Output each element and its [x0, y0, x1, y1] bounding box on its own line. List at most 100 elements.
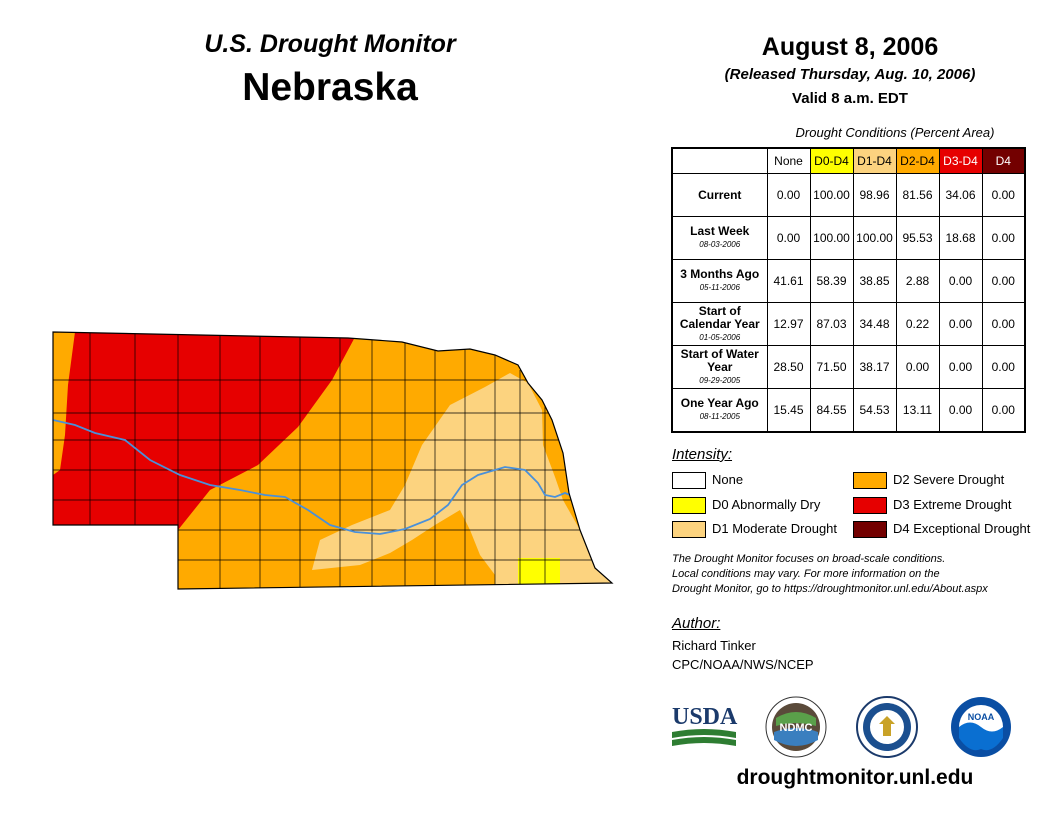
- note-line: Local conditions may vary. For more info…: [672, 568, 940, 580]
- table-cell: 0.00: [938, 259, 983, 303]
- row-date: 01-05-2006: [699, 332, 741, 342]
- table-row: One Year Ago 08-11-2005 15.45 84.55 54.53 13.…: [671, 388, 1026, 433]
- table-cell: 2.88: [895, 259, 940, 303]
- table-cell: 41.61: [766, 259, 811, 303]
- usda-logo-text: USDA: [672, 704, 738, 730]
- table-cell: 87.03: [809, 302, 854, 346]
- table-cell: 38.85: [852, 259, 897, 303]
- table-cell: 71.50: [809, 345, 854, 389]
- row-label: Current: [671, 173, 768, 217]
- row-date: 08-03-2006: [699, 240, 741, 249]
- row-label-text: Last Week: [690, 224, 750, 238]
- table-cell: 0.00: [938, 345, 983, 389]
- table-row: 3 Months Ago 05-11-2006 41.61 58.39 38.85 2.8…: [671, 259, 1026, 303]
- legend-label-d2: D2 Severe Drought: [893, 472, 1005, 487]
- table-row: Last Week 08-03-2006 0.00 100.00 100.00 95.53…: [671, 216, 1026, 260]
- d2-region-west: [53, 332, 75, 475]
- row-label: Last Week 08-03-2006: [671, 216, 768, 260]
- col-header: D3-D4: [938, 147, 983, 174]
- table-cell: 0.00: [981, 259, 1026, 303]
- table-header-row: None D0-D4 D1-D4 D2-D4 D3-D4 D4: [672, 147, 1026, 174]
- table-cell: 100.00: [852, 216, 897, 260]
- table-cell: 100.00: [809, 173, 854, 217]
- table-cell: 15.45: [766, 388, 811, 433]
- commerce-seal-logo: [856, 696, 918, 758]
- legend-swatch-d0: [672, 497, 706, 514]
- state-outline: [52, 331, 614, 590]
- col-header: D1-D4: [852, 147, 897, 174]
- legend-swatch-d4: [853, 521, 887, 538]
- noaa-logo: NOAA: [951, 697, 1011, 757]
- author-organization: CPC/NOAA/NWS/NCEP: [672, 657, 814, 672]
- ndmc-logo: NDMC: [765, 696, 827, 758]
- map-subtitle: U.S. Drought Monitor: [204, 30, 456, 58]
- col-header: None: [766, 147, 811, 174]
- table-cell: 81.56: [895, 173, 940, 217]
- table-cell: 28.50: [766, 345, 811, 389]
- release-date: (Released Thursday, Aug. 10, 2006): [724, 66, 976, 83]
- table-cell: 0.00: [981, 216, 1026, 260]
- legend-label-d4: D4 Exceptional Drought: [893, 521, 1031, 536]
- row-label-text: Start of Water Year: [680, 346, 759, 374]
- legend-swatch-d3: [853, 497, 887, 514]
- table-cell: 0.00: [981, 302, 1026, 346]
- col-header: D4: [981, 147, 1026, 174]
- table-row: Start of Water Year 09-29-2005 28.50 71.50 3…: [671, 345, 1026, 389]
- drought-map: [52, 331, 614, 590]
- legend-swatch-none: [672, 472, 706, 489]
- note-line: The Drought Monitor focuses on broad-sca…: [672, 553, 946, 565]
- row-date: 05-11-2006: [699, 283, 740, 292]
- usda-logo: USDA: [672, 704, 738, 746]
- website-url[interactable]: droughtmonitor.unl.edu: [736, 766, 974, 789]
- table-cell: 98.96: [852, 173, 897, 217]
- row-date: 08-11-2005: [699, 412, 740, 421]
- table-cell: 38.17: [852, 345, 897, 389]
- legend-label-d1: D1 Moderate Drought: [712, 521, 838, 536]
- table-cell: 0.00: [981, 173, 1026, 217]
- table-cell: 0.00: [766, 216, 811, 260]
- platte-river: [53, 419, 576, 535]
- state-title: Nebraska: [242, 66, 418, 109]
- table-caption: Drought Conditions (Percent Area): [795, 125, 995, 140]
- table-cell: 0.00: [766, 173, 811, 217]
- legend-label-d0: D0 Abnormally Dry: [712, 497, 821, 512]
- table-cell: 0.00: [895, 345, 940, 389]
- d0-region: [518, 558, 560, 584]
- d3-region: [53, 332, 355, 530]
- legend-swatch-d2: [853, 472, 887, 489]
- table-cell: 34.48: [852, 302, 897, 346]
- row-label: Start of Calendar Year 01-05-2006: [671, 302, 768, 346]
- table-cell: 34.06: [938, 173, 983, 217]
- row-label-text: Start of Calendar Year: [679, 303, 760, 331]
- map-date: August 8, 2006: [761, 33, 939, 61]
- table-row: Start of Calendar Year 01-05-2006 12.97 87.…: [671, 302, 1026, 346]
- legend-swatch-d1: [672, 521, 706, 538]
- table-cell: 0.00: [981, 388, 1026, 433]
- table-cell: 58.39: [809, 259, 854, 303]
- drought-conditions-table: None D0-D4 D1-D4 D2-D4 D3-D4 D4 Current 0…: [671, 147, 1026, 433]
- row-label: Start of Water Year 09-29-2005: [671, 345, 768, 389]
- author-name: Richard Tinker: [672, 638, 756, 653]
- row-label: One Year Ago 08-11-2005: [671, 388, 768, 433]
- author-heading: Author:: [672, 615, 721, 632]
- noaa-logo-text: NOAA: [968, 712, 995, 722]
- valid-time: Valid 8 a.m. EDT: [792, 90, 908, 107]
- table-cell: 95.53: [895, 216, 940, 260]
- d1-region-east: [555, 525, 610, 587]
- col-header: D2-D4: [895, 147, 940, 174]
- disclaimer-note: The Drought Monitor focuses on broad-sca…: [672, 552, 1042, 597]
- table-cell: 13.11: [895, 388, 940, 433]
- row-date: 09-29-2005: [699, 375, 741, 385]
- note-line: Drought Monitor, go to https://droughtmo…: [672, 583, 988, 595]
- table-cell: 0.22: [895, 302, 940, 346]
- legend-label-d3: D3 Extreme Drought: [893, 497, 1012, 512]
- row-label-text: One Year Ago: [680, 396, 759, 410]
- row-label: 3 Months Ago 05-11-2006: [671, 259, 768, 303]
- table-cell: 100.00: [809, 216, 854, 260]
- table-cell: 0.00: [938, 302, 983, 346]
- table-cell: 54.53: [852, 388, 897, 433]
- table-row: Current 0.00 100.00 98.96 81.56 34.06 0.00: [671, 173, 1026, 217]
- d1-region-central: [312, 373, 612, 589]
- legend-label-none: None: [712, 472, 744, 487]
- col-header: D0-D4: [809, 147, 854, 174]
